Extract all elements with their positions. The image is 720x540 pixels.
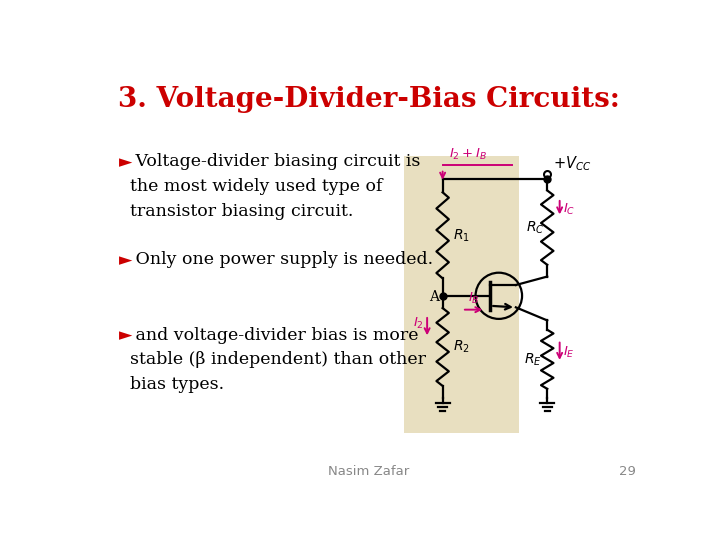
Text: 3. Voltage-Divider-Bias Circuits:: 3. Voltage-Divider-Bias Circuits: (118, 86, 620, 113)
Text: $+V_{CC}$: $+V_{CC}$ (554, 154, 592, 173)
Text: Nasim Zafar: Nasim Zafar (328, 465, 410, 478)
Text: Voltage-divider biasing circuit is
the most widely used type of
transistor biasi: Voltage-divider biasing circuit is the m… (130, 153, 420, 220)
Text: $I_B$: $I_B$ (468, 292, 480, 306)
Text: 29: 29 (619, 465, 636, 478)
Text: $I_E$: $I_E$ (563, 345, 575, 360)
Text: Only one power supply is needed.: Only one power supply is needed. (130, 251, 433, 268)
Text: $R_1$: $R_1$ (453, 227, 469, 244)
Text: ►: ► (120, 327, 132, 345)
Text: $R_C$: $R_C$ (526, 219, 544, 236)
Text: ►: ► (120, 251, 132, 269)
Text: $R_E$: $R_E$ (524, 351, 541, 368)
Text: $R_2$: $R_2$ (453, 339, 469, 355)
Text: A: A (428, 291, 438, 305)
Text: $I_C$: $I_C$ (563, 202, 575, 217)
Text: ►: ► (120, 153, 132, 171)
FancyBboxPatch shape (404, 156, 518, 433)
Text: $I_2 + I_B$: $I_2 + I_B$ (449, 146, 487, 161)
Text: and voltage-divider bias is more
stable (β independent) than other
bias types.: and voltage-divider bias is more stable … (130, 327, 426, 393)
Text: $I_2$: $I_2$ (413, 316, 424, 331)
